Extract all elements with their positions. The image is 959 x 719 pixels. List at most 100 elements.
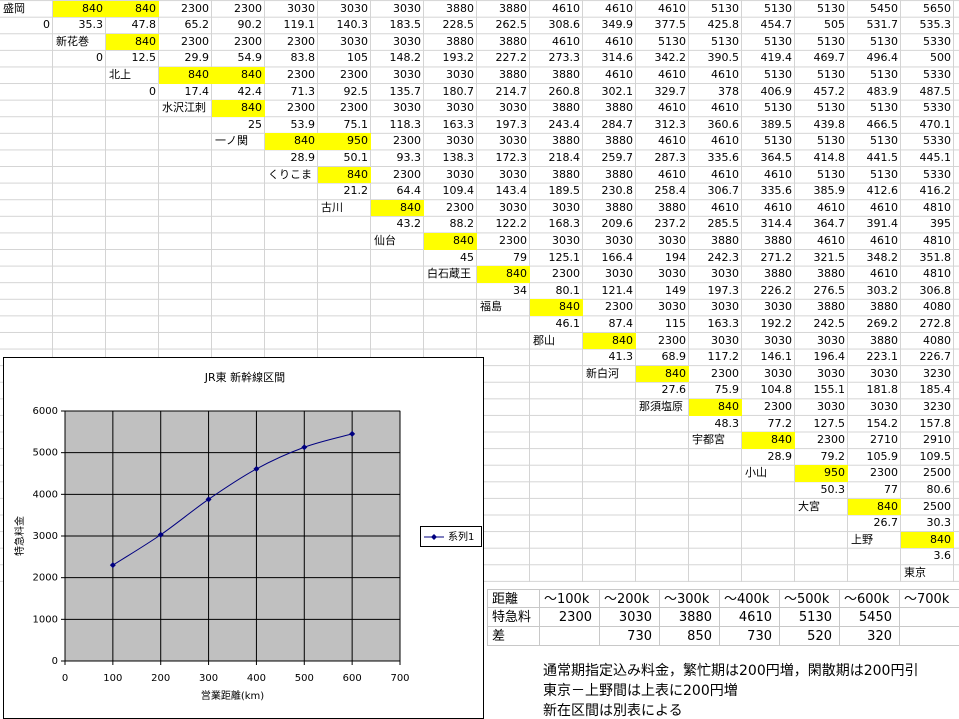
cell: 3030: [393, 34, 421, 48]
cell: 2300: [658, 333, 686, 347]
cell: 4610: [605, 68, 633, 81]
cell: 4610: [764, 200, 792, 214]
cell: 378: [718, 84, 739, 98]
cell: 189.5: [548, 184, 581, 198]
data-point: [157, 531, 164, 538]
cell: 5130: [817, 101, 845, 115]
cell: 260.8: [548, 84, 581, 98]
highlighted-cell: 840: [106, 33, 159, 51]
cell: 3880: [552, 101, 580, 115]
cell: 45: [460, 250, 474, 264]
cell: 349.9: [601, 18, 634, 32]
cell: 496.4: [866, 51, 899, 65]
cell: 盛岡: [3, 1, 25, 15]
x-tick-label: 400: [247, 673, 266, 684]
cell: 大宮: [798, 499, 820, 513]
cell: 4610: [605, 1, 633, 15]
cell: 東京: [904, 566, 926, 579]
cell: 水沢江刺: [162, 101, 206, 115]
y-axis-label: 特急料金: [13, 516, 26, 556]
cell: 2300: [605, 300, 633, 314]
cell: 466.5: [866, 117, 899, 131]
cell: 271.2: [760, 250, 793, 264]
cell: 285.5: [707, 217, 740, 231]
highlighted-cell: 840: [371, 199, 424, 217]
cell: 3.6: [933, 549, 952, 563]
cell: 138.3: [442, 151, 475, 164]
cell: 269.2: [866, 317, 899, 330]
cell: 2300: [287, 68, 315, 81]
cell: 2300: [552, 267, 580, 281]
cell: 5130: [817, 134, 845, 148]
cell: 77.2: [767, 416, 793, 430]
cell: 243.4: [548, 117, 581, 131]
cell: 2910: [923, 433, 951, 447]
cell: 2300: [287, 101, 315, 115]
cell: 531.7: [866, 18, 899, 32]
cell: 3030: [287, 1, 315, 15]
chart-title: JR東 新幹線区間: [204, 370, 285, 384]
cell: 宇都宮: [692, 433, 725, 447]
x-tick-label: 700: [390, 673, 409, 684]
cell: 3880: [446, 1, 474, 15]
cell: 3030: [446, 167, 474, 181]
cell: 3880: [817, 300, 845, 314]
x-tick-label: 500: [295, 673, 314, 684]
cell: 242.5: [813, 317, 846, 330]
cell: 118.3: [389, 117, 422, 131]
cell: 仙台: [374, 234, 396, 247]
cell: 194: [665, 250, 686, 264]
cell: 4610: [658, 68, 686, 81]
cell: 3030: [393, 1, 421, 15]
cell: 3880: [764, 267, 792, 281]
x-axis-label: 営業距離(km): [201, 689, 264, 702]
cell: 5450: [870, 1, 898, 15]
cell: 3880: [764, 234, 792, 247]
cell: 3030: [393, 101, 421, 115]
cell: 439.8: [813, 117, 846, 131]
table-cell: 距離: [487, 589, 540, 608]
table-cell: 520: [780, 627, 840, 646]
cell: 3880: [552, 68, 580, 81]
table-cell: 2300: [540, 608, 600, 627]
cell: 5650: [923, 1, 951, 15]
note: 新在区間は別表による: [543, 703, 683, 719]
cell: 2300: [446, 200, 474, 214]
cell: 79.2: [820, 449, 846, 463]
cell: 414.8: [813, 151, 846, 164]
cell: 3030: [658, 267, 686, 281]
cell: 109.5: [919, 449, 952, 463]
cell: 2300: [393, 134, 421, 148]
cell: 197.3: [707, 283, 740, 297]
cell: 223.1: [866, 350, 899, 364]
cell: 242.3: [707, 250, 740, 264]
cell: 2300: [287, 34, 315, 48]
cell: 2300: [234, 34, 262, 48]
cell: 4610: [552, 1, 580, 15]
data-point: [253, 465, 260, 472]
y-tick-label: 5000: [33, 448, 58, 459]
cell: 419.4: [760, 51, 793, 65]
table-cell: 〜100k: [540, 589, 600, 608]
cell: 5130: [870, 134, 898, 148]
highlighted-cell: 950: [318, 133, 371, 150]
cell: 385.9: [813, 184, 846, 198]
cell: 5130: [764, 68, 792, 81]
cell: 88.2: [449, 217, 475, 231]
cell: 389.5: [760, 117, 793, 131]
cell: 5130: [870, 167, 898, 181]
cell: 福島: [480, 300, 502, 314]
cell: 3030: [446, 68, 474, 81]
cell: 445.1: [919, 151, 952, 164]
cell: 3880: [605, 167, 633, 181]
cell: 180.7: [442, 84, 475, 98]
cell: 一ノ関: [215, 134, 248, 148]
cell: 364.7: [813, 217, 846, 231]
table-cell: 〜400k: [720, 589, 780, 608]
cell: 3030: [393, 68, 421, 81]
cell: 454.7: [760, 18, 793, 32]
cell: 3030: [764, 333, 792, 347]
cell: 12.5: [131, 51, 157, 65]
cell: 3880: [499, 34, 527, 48]
cell: 183.5: [389, 18, 422, 32]
